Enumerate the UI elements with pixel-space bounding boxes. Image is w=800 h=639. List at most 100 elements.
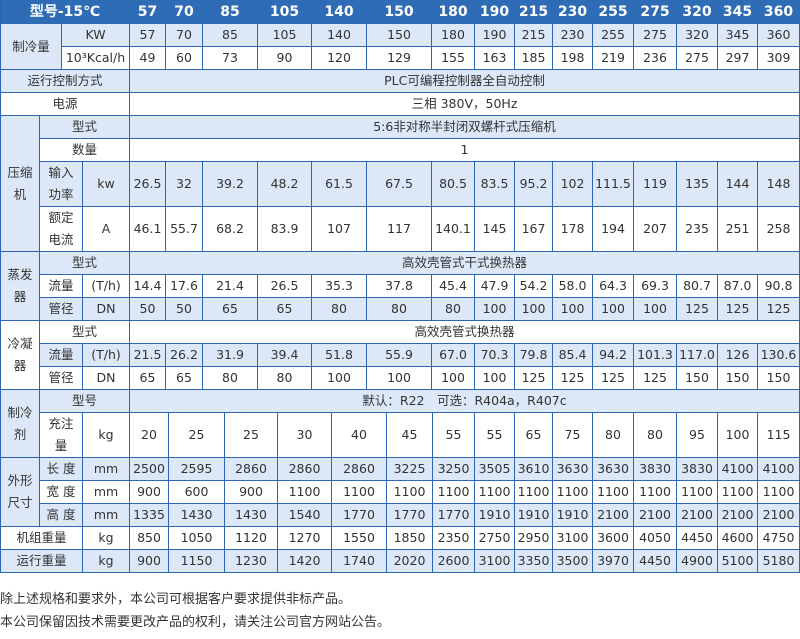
value-cell: 3630	[593, 458, 634, 481]
value-cell: 1100	[553, 481, 593, 504]
sub-label: 管径	[40, 367, 83, 390]
value-cell: 145	[475, 207, 515, 252]
header-model-label: 型号-15℃	[0, 0, 130, 24]
value-cell: 65	[258, 298, 312, 321]
value-cell: 68.2	[203, 207, 258, 252]
refrigerant-label: 制冷剂	[0, 390, 40, 458]
value-cell: 180	[432, 24, 475, 47]
value-cell: 155	[432, 47, 475, 70]
sub-label: 型式	[40, 252, 130, 275]
value-cell: 100	[634, 298, 677, 321]
header-model: 180	[432, 0, 475, 24]
value-cell: 45	[387, 413, 433, 458]
value-cell: 2100	[634, 504, 677, 527]
value-cell: 1100	[433, 481, 475, 504]
value-cell: 125	[593, 367, 634, 390]
value-cell: 3100	[553, 527, 593, 550]
value-cell: 140.1	[432, 207, 475, 252]
value-cell: 258	[758, 207, 800, 252]
value-cell: 4750	[758, 527, 800, 550]
value-cell: 1910	[553, 504, 593, 527]
value-cell: 1100	[515, 481, 553, 504]
value-cell: 55	[433, 413, 475, 458]
value-cell: 80.5	[432, 162, 475, 207]
value-cell: 57	[130, 24, 166, 47]
compressor-label: 压缩机	[0, 116, 40, 252]
value-cell: 47.9	[475, 275, 515, 298]
value-cell: 2100	[593, 504, 634, 527]
value-cell: 135	[677, 162, 718, 207]
condenser-type: 高效壳管式换热器	[130, 321, 800, 344]
value-cell: 900	[225, 481, 278, 504]
value-cell: 37.8	[367, 275, 432, 298]
value-cell: 2595	[169, 458, 225, 481]
value-cell: 2860	[225, 458, 278, 481]
value-cell: 1100	[278, 481, 332, 504]
value-cell: 83.9	[258, 207, 312, 252]
sub-label: 长 度	[40, 458, 83, 481]
value-cell: 3250	[433, 458, 475, 481]
value-cell: 80	[258, 367, 312, 390]
compressor-type: 5:6非对称半封闭双螺杆式压缩机	[130, 116, 800, 139]
header-model: 230	[553, 0, 593, 24]
header-model: 360	[758, 0, 800, 24]
unit-label: kg	[83, 413, 130, 458]
value-cell: 309	[758, 47, 800, 70]
header-model: 215	[515, 0, 553, 24]
value-cell: 70	[166, 24, 203, 47]
spec-table: 型号-15℃ 57 70 85 105 140 150 180 190 215 230 255 275 3…	[0, 0, 800, 573]
value-cell: 1770	[332, 504, 387, 527]
value-cell: 150	[367, 24, 432, 47]
unit-label: A	[83, 207, 130, 252]
value-cell: 129	[367, 47, 432, 70]
condenser-label: 冷凝器	[0, 321, 40, 390]
value-cell: 1100	[593, 481, 634, 504]
value-cell: 900	[130, 481, 169, 504]
value-cell: 3225	[387, 458, 433, 481]
value-cell: 150	[677, 367, 718, 390]
value-cell: 1100	[387, 481, 433, 504]
value-cell: 3505	[475, 458, 515, 481]
header-model: 190	[475, 0, 515, 24]
value-cell: 100	[553, 298, 593, 321]
value-cell: 55.7	[166, 207, 203, 252]
value-cell: 126	[718, 344, 758, 367]
value-cell: 215	[515, 24, 553, 47]
value-cell: 1430	[169, 504, 225, 527]
value-cell: 17.6	[166, 275, 203, 298]
value-cell: 3830	[677, 458, 718, 481]
value-cell: 190	[475, 24, 515, 47]
value-cell: 80.7	[677, 275, 718, 298]
value-cell: 65	[166, 367, 203, 390]
header-model: 140	[312, 0, 367, 24]
value-cell: 3830	[634, 458, 677, 481]
sub-label: 额定电流	[40, 207, 83, 252]
value-cell: 125	[718, 298, 758, 321]
value-cell: 65	[515, 413, 553, 458]
unit-label: DN	[83, 298, 130, 321]
value-cell: 4900	[677, 550, 718, 573]
value-cell: 102	[553, 162, 593, 207]
evaporator-type: 高效壳管式干式换热器	[130, 252, 800, 275]
value-cell: 100	[475, 367, 515, 390]
value-cell: 4050	[634, 527, 677, 550]
value-cell: 80	[634, 413, 677, 458]
unit-label: DN	[83, 367, 130, 390]
header-model: 320	[677, 0, 718, 24]
header-model: 57	[130, 0, 166, 24]
value-cell: 1050	[169, 527, 225, 550]
value-cell: 3100	[475, 550, 515, 573]
sub-label: 充注量	[40, 413, 83, 458]
value-cell: 1430	[225, 504, 278, 527]
evaporator-label: 蒸发器	[0, 252, 40, 321]
value-cell: 1770	[387, 504, 433, 527]
value-cell: 100	[515, 298, 553, 321]
value-cell: 85.4	[553, 344, 593, 367]
value-cell: 30	[278, 413, 332, 458]
value-cell: 1100	[634, 481, 677, 504]
value-cell: 150	[758, 367, 800, 390]
value-cell: 95	[677, 413, 718, 458]
value-cell: 111.5	[593, 162, 634, 207]
value-cell: 31.9	[203, 344, 258, 367]
value-cell: 50	[130, 298, 166, 321]
